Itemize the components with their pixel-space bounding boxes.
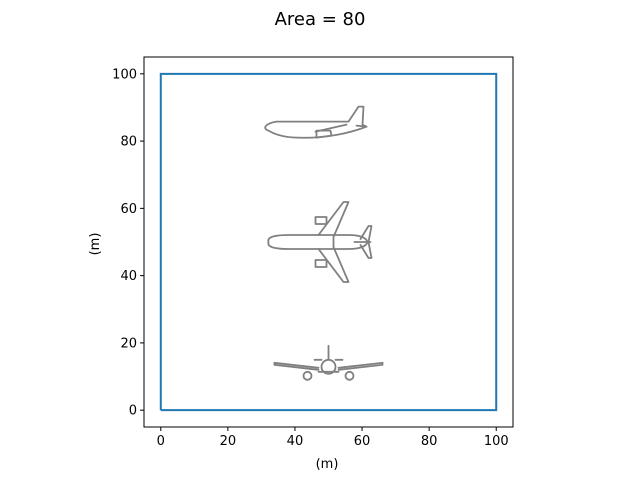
y-tick-label: 60 xyxy=(120,202,137,217)
aircraft-outline xyxy=(320,358,337,375)
aircraft-outline xyxy=(267,234,369,250)
x-tick-label: 60 xyxy=(354,434,371,449)
aircraft-outline xyxy=(355,124,368,128)
y-tick-label: 100 xyxy=(112,67,137,82)
aircraft-outline xyxy=(273,361,384,371)
aircraft-drawings xyxy=(264,105,384,381)
y-tick-label: 20 xyxy=(120,336,137,351)
aircraft-outline xyxy=(264,105,368,139)
x-tick-label: 80 xyxy=(421,434,438,449)
aircraft-outline xyxy=(273,361,384,369)
aircraft-side-view xyxy=(264,105,368,139)
aircraft-outline xyxy=(315,129,333,139)
axes-frame xyxy=(143,56,514,428)
y-tick-label: 80 xyxy=(120,135,137,150)
x-tick-label: 0 xyxy=(157,434,165,449)
aircraft-outline xyxy=(344,370,355,381)
y-axis-label: (m) xyxy=(88,233,103,256)
chart-title: Area = 80 xyxy=(275,9,366,30)
aircraft-outline xyxy=(317,201,350,283)
y-tick-label: 0 xyxy=(129,404,137,419)
aircraft-front-view xyxy=(273,344,384,381)
axes: 0 20 40 60 80 100 0 20 40 60 80 100 xyxy=(112,56,514,449)
aircraft-outline xyxy=(302,370,313,381)
aircraft-top-view xyxy=(267,201,373,283)
x-tick-label: 20 xyxy=(220,434,237,449)
y-ticks: 0 20 40 60 80 100 xyxy=(112,67,144,419)
x-axis-label: (m) xyxy=(316,457,339,472)
y-tick-label: 40 xyxy=(120,269,137,284)
x-tick-label: 100 xyxy=(484,434,509,449)
x-tick-label: 40 xyxy=(287,434,304,449)
site-boundary xyxy=(159,72,498,412)
x-ticks: 0 20 40 60 80 100 xyxy=(157,427,509,449)
aircraft-outline xyxy=(314,216,328,268)
